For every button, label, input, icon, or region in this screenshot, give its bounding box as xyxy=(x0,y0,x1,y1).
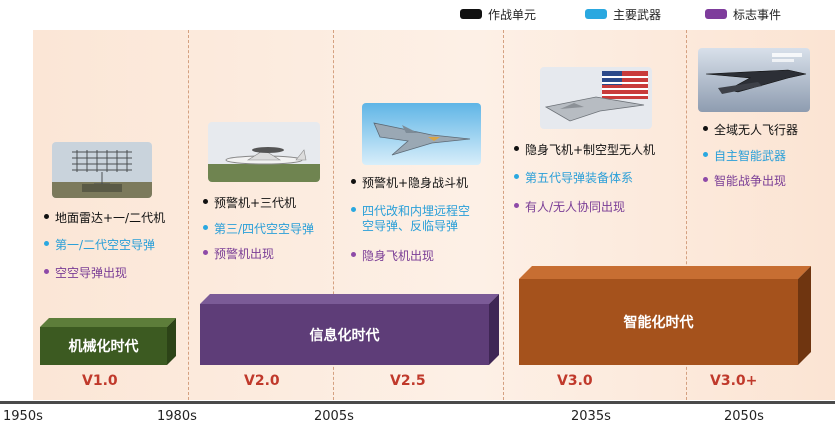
legend-item-weapon: 主要武器 xyxy=(585,5,661,23)
bullet-weapon: 第五代导弹装备体系 xyxy=(514,171,633,186)
bullet-unit: 地面雷达+一/二代机 xyxy=(44,211,165,226)
timeline-tick: 2050s xyxy=(724,409,764,424)
bullet-event: 预警机出现 xyxy=(203,247,274,262)
stealth-fighter-photo xyxy=(362,103,481,165)
era-divider xyxy=(188,30,189,400)
ucav-photo xyxy=(540,67,652,129)
bullet-weapon: 四代改和内埋远程空 xyxy=(351,204,470,219)
timeline-axis xyxy=(0,401,835,404)
timeline-tick: 2035s xyxy=(571,409,611,424)
version-label: V2.5 xyxy=(390,373,426,389)
bullet-event: 空空导弹出现 xyxy=(44,266,127,281)
era-label: 信息化时代 xyxy=(200,304,489,365)
era-intelligent: 智能化时代 xyxy=(519,266,811,365)
bullet-weapon: 自主智能武器 xyxy=(703,149,786,164)
version-label: V3.0+ xyxy=(710,373,758,389)
era-divider xyxy=(686,30,687,400)
legend-item-unit: 作战单元 xyxy=(460,5,536,23)
legend-item-event: 标志事件 xyxy=(705,5,781,23)
era-divider xyxy=(503,30,504,400)
era-divider xyxy=(333,30,334,400)
legend-label: 主要武器 xyxy=(613,7,662,22)
era-mechanized: 机械化时代 xyxy=(40,318,176,365)
bullet-unit: 预警机+隐身战斗机 xyxy=(351,176,468,191)
bullet-weapon-cont: 空导弹、反临导弹 xyxy=(362,219,459,233)
version-label: V1.0 xyxy=(82,373,118,389)
legend-label: 作战单元 xyxy=(488,7,537,22)
bullet-weapon: 第一/二代空空导弹 xyxy=(44,238,155,253)
version-label: V2.0 xyxy=(244,373,280,389)
bullet-event: 有人/无人协同出现 xyxy=(514,200,625,215)
legend-swatch xyxy=(585,9,607,19)
legend-label: 标志事件 xyxy=(733,7,782,22)
bullet-event: 隐身飞机出现 xyxy=(351,249,434,264)
radar-photo xyxy=(52,142,152,198)
legend-swatch xyxy=(705,9,727,19)
version-label: V3.0 xyxy=(557,373,593,389)
era-information: 信息化时代 xyxy=(200,294,499,365)
bullet-unit: 全域无人飞行器 xyxy=(703,123,798,138)
era-label: 智能化时代 xyxy=(519,279,798,365)
legend-swatch xyxy=(460,9,482,19)
timeline-tick: 1980s xyxy=(157,409,197,424)
bullet-event: 智能战争出现 xyxy=(703,174,786,189)
bullet-weapon: 第三/四代空空导弹 xyxy=(203,222,314,237)
timeline-tick: 1950s xyxy=(3,409,43,424)
era-label: 机械化时代 xyxy=(40,327,167,365)
bullet-unit: 预警机+三代机 xyxy=(203,196,296,211)
bullet-unit: 隐身飞机+制空型无人机 xyxy=(514,143,655,158)
awacs-photo xyxy=(208,122,320,182)
unmanned-vehicle-photo xyxy=(698,48,810,112)
timeline-tick: 2005s xyxy=(314,409,354,424)
